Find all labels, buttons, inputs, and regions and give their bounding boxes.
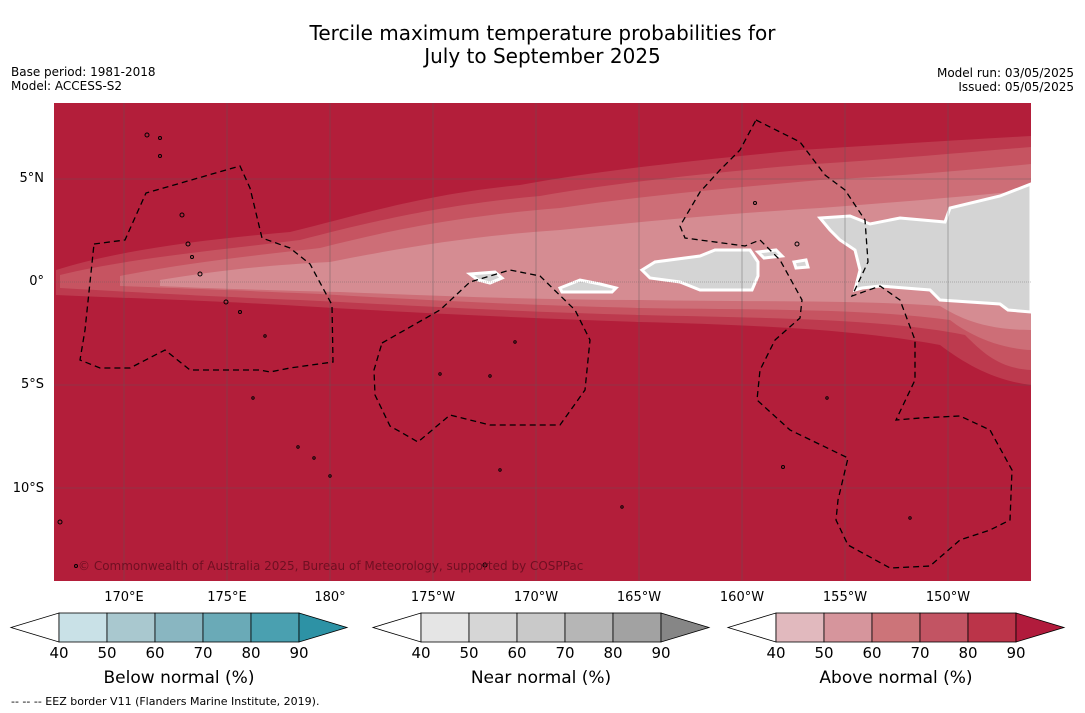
near-normal-region-small-3 xyxy=(754,248,786,260)
colorbar-above-segment xyxy=(967,612,1017,643)
colorbar-near-segment xyxy=(468,612,518,643)
colorbar-below-tick: 70 xyxy=(193,644,213,662)
colorbar-above-tick: 80 xyxy=(958,644,978,662)
lon-label-160w: 160°W xyxy=(719,590,765,605)
near-normal-region-small-4 xyxy=(792,258,810,270)
colorbar-near-label: Near normal (%) xyxy=(470,668,612,688)
base-period: Base period: 1981-2018 xyxy=(11,65,156,79)
colorbar-above-label: Above normal (%) xyxy=(819,668,973,688)
colorbar-below-tick: 50 xyxy=(97,644,117,662)
eez-border-kiribati-gilbert xyxy=(79,165,334,373)
model-run-date: Model run: 03/05/2025 xyxy=(936,66,1074,80)
colorbar-below-label: Below normal (%) xyxy=(103,668,255,688)
eez-border-kiribati-phoenix xyxy=(373,269,591,443)
model-name: Model: ACCESS-S2 xyxy=(11,79,123,93)
colorbar-above-tick: 70 xyxy=(910,644,930,662)
colorbar-near-segment xyxy=(612,612,662,643)
colorbar-near-segment xyxy=(420,612,470,643)
colorbar-above-segment xyxy=(871,612,921,643)
colorbar-near-tick: 40 xyxy=(411,644,431,662)
near-normal-region-central xyxy=(639,248,760,292)
colorbar-below-segment xyxy=(202,612,252,643)
colorbar-below-tick: 90 xyxy=(289,644,309,662)
colorbar-above-segment xyxy=(919,612,969,643)
copyright-notice: © Commonwealth of Australia 2025, Bureau… xyxy=(78,559,584,573)
lat-label-0: 0° xyxy=(29,274,44,289)
colorbar-near-segment xyxy=(516,612,566,643)
title-line-2: July to September 2025 xyxy=(424,44,661,68)
title-line-1: Tercile maximum temperature probabilitie… xyxy=(309,21,776,45)
lon-label-165w: 165°W xyxy=(616,590,662,605)
above-normal-50-band xyxy=(160,190,1031,330)
lon-label-175e: 175°E xyxy=(207,590,247,605)
eez-borders xyxy=(79,119,1013,569)
lon-label-175w: 175°W xyxy=(410,590,456,605)
eez-legend-note: -- -- -- EEZ border V11 (Flanders Marine… xyxy=(11,695,320,708)
colorbar-below-segment xyxy=(250,612,300,643)
lon-label-170e: 170°E xyxy=(104,590,144,605)
near-normal-region-small-2 xyxy=(557,278,619,294)
chart-title: Tercile maximum temperature probabilitie… xyxy=(0,22,1085,68)
colorbar-above-tick: 50 xyxy=(814,644,834,662)
meta-right: Model run: 03/05/2025 Issued: 05/05/2025 xyxy=(937,66,1074,94)
lat-label-10s: 10°S xyxy=(12,481,44,496)
colorbar-below-segment xyxy=(106,612,156,643)
colorbar-below-tick: 60 xyxy=(145,644,165,662)
colorbar-above-tick: 90 xyxy=(1006,644,1026,662)
colorbar-above-tick: 40 xyxy=(766,644,786,662)
lon-label-155w: 155°W xyxy=(822,590,868,605)
colorbar-below-segment xyxy=(154,612,204,643)
colorbar-near-tick: 90 xyxy=(651,644,671,662)
lat-label-5n: 5°N xyxy=(19,171,45,186)
meta-left: Base period: 1981-2018 Model: ACCESS-S2 xyxy=(11,65,156,93)
lon-label-150w: 150°W xyxy=(925,590,971,605)
colorbar-above-segment xyxy=(823,612,873,643)
colorbar-near-tick: 70 xyxy=(555,644,575,662)
lat-label-5s: 5°S xyxy=(20,377,44,392)
colorbar-near-min-extend xyxy=(371,612,422,643)
colorbar-below-min-extend xyxy=(9,612,60,643)
eez-border-kiribati-line xyxy=(679,119,1013,569)
lon-label-180: 180° xyxy=(314,590,346,605)
colorbar-above-max-extend xyxy=(1015,612,1066,643)
graticule xyxy=(54,103,1031,581)
colorbar-below-tick: 80 xyxy=(241,644,261,662)
colorbar-near-tick: 50 xyxy=(459,644,479,662)
islands xyxy=(57,132,912,568)
colorbar-near-max-extend xyxy=(660,612,711,643)
map-panel xyxy=(54,103,1033,581)
colorbar-below-max-extend xyxy=(298,612,349,643)
issued-date: Issued: 05/05/2025 xyxy=(958,80,1074,94)
colorbars xyxy=(9,612,1066,643)
colorbar-below-tick: 40 xyxy=(49,644,69,662)
near-normal-region-east xyxy=(816,181,1033,314)
colorbar-near-segment xyxy=(564,612,614,643)
colorbar-above-segment xyxy=(775,612,825,643)
colorbar-near-tick: 80 xyxy=(603,644,623,662)
colorbar-below-segment xyxy=(58,612,108,643)
colorbar-near-tick: 60 xyxy=(507,644,527,662)
lon-label-170w: 170°W xyxy=(513,590,559,605)
colorbar-above-tick: 60 xyxy=(862,644,882,662)
colorbar-above-min-extend xyxy=(726,612,777,643)
